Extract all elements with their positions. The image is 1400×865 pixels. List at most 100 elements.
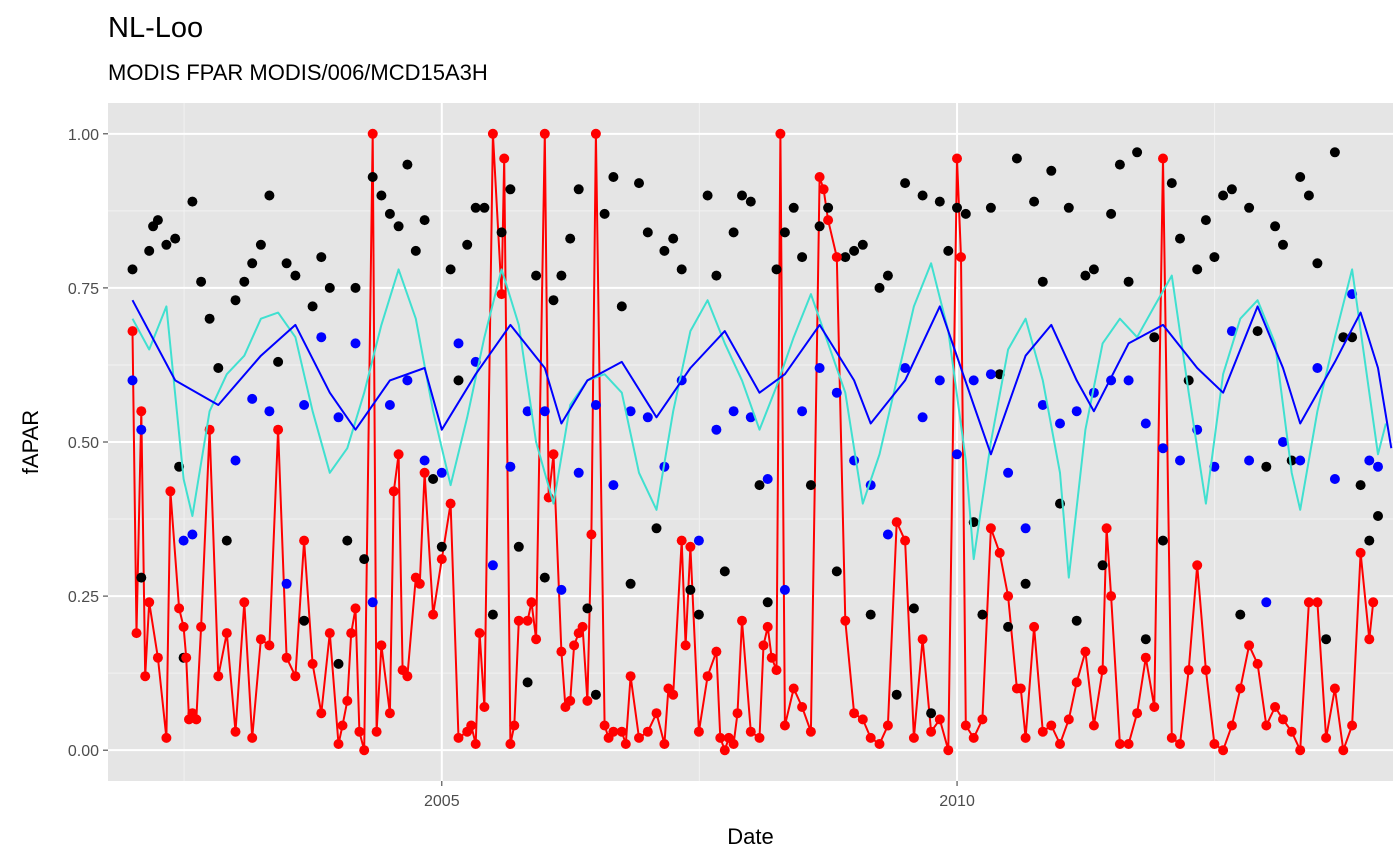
blue-point xyxy=(487,560,498,571)
red-point xyxy=(346,628,357,639)
black-point xyxy=(367,172,378,182)
black-point xyxy=(144,245,155,256)
blue-point xyxy=(1003,467,1014,478)
red-point xyxy=(487,128,498,139)
black-point xyxy=(1037,276,1048,287)
red-point xyxy=(221,628,232,639)
black-point xyxy=(599,208,610,219)
red-point xyxy=(1114,739,1125,749)
blue-point xyxy=(436,467,447,478)
black-point xyxy=(273,356,284,367)
black-point xyxy=(590,689,601,700)
blue-point xyxy=(1261,597,1272,608)
black-point xyxy=(531,270,542,281)
red-point xyxy=(985,523,996,534)
red-point xyxy=(1368,597,1379,608)
red-point xyxy=(771,665,782,676)
red-point xyxy=(1175,739,1185,749)
x-tick-label: 2005 xyxy=(424,793,460,810)
red-point xyxy=(350,603,361,614)
red-point xyxy=(131,628,142,639)
red-point xyxy=(569,640,580,651)
red-point xyxy=(499,153,510,164)
y-axis-title: fAPAR xyxy=(18,410,43,474)
red-point xyxy=(1261,720,1272,731)
blue-point xyxy=(1278,437,1288,447)
red-point xyxy=(719,745,730,756)
blue-point xyxy=(625,406,636,417)
red-point xyxy=(337,720,348,731)
black-point xyxy=(934,196,945,207)
red-point xyxy=(419,467,430,478)
black-point xyxy=(1261,461,1272,472)
red-point xyxy=(926,726,937,737)
red-point xyxy=(1295,745,1306,756)
red-point xyxy=(702,671,713,682)
black-point xyxy=(573,184,584,195)
blue-point xyxy=(814,363,825,373)
blue-point xyxy=(1055,418,1065,429)
black-point xyxy=(393,221,404,232)
blue-point xyxy=(952,449,962,460)
red-point xyxy=(1286,726,1297,737)
black-point xyxy=(239,276,250,287)
blue-point xyxy=(934,375,945,386)
black-point xyxy=(1252,326,1263,337)
blue-point xyxy=(333,412,344,423)
red-point xyxy=(779,720,790,731)
red-point xyxy=(526,597,537,608)
red-point xyxy=(634,732,644,743)
black-point xyxy=(797,252,808,263)
red-point xyxy=(586,529,597,540)
red-point xyxy=(1101,523,1112,534)
red-point xyxy=(1149,702,1160,712)
black-point xyxy=(136,572,147,583)
y-tick-label: 0.50 xyxy=(68,435,99,452)
red-point xyxy=(943,745,954,756)
red-point xyxy=(758,640,769,651)
black-point xyxy=(814,221,825,232)
black-point xyxy=(616,301,627,312)
blue-point xyxy=(779,584,790,595)
black-point xyxy=(1140,634,1151,645)
black-point xyxy=(307,301,318,312)
black-point xyxy=(1011,153,1022,164)
blue-point xyxy=(642,412,653,423)
black-point xyxy=(693,609,704,620)
black-point xyxy=(642,227,653,238)
red-point xyxy=(376,640,387,651)
red-point xyxy=(384,708,395,719)
black-point xyxy=(1200,215,1211,226)
black-point xyxy=(1175,233,1185,244)
red-point xyxy=(1037,726,1048,737)
red-point xyxy=(1063,714,1074,725)
red-point xyxy=(1303,597,1314,608)
red-point xyxy=(960,720,971,731)
red-point xyxy=(659,739,670,749)
black-point xyxy=(702,190,713,201)
black-point xyxy=(908,603,919,614)
red-point xyxy=(1270,702,1281,712)
black-point xyxy=(676,264,687,275)
blue-point xyxy=(316,332,327,343)
black-point xyxy=(608,172,619,182)
red-point xyxy=(479,702,490,712)
red-point xyxy=(513,615,524,626)
red-point xyxy=(651,708,662,719)
black-point xyxy=(170,233,181,244)
blue-point xyxy=(693,535,704,546)
black-point xyxy=(127,264,138,275)
red-point xyxy=(1347,720,1358,731)
blue-point xyxy=(419,455,430,466)
blue-point xyxy=(136,424,147,435)
blue-point xyxy=(1364,455,1375,466)
black-point xyxy=(771,264,782,275)
black-point xyxy=(445,264,456,275)
blue-point xyxy=(247,393,258,404)
red-point xyxy=(599,720,610,731)
black-point xyxy=(582,603,593,614)
red-point xyxy=(676,535,687,546)
black-point xyxy=(900,178,911,189)
blue-point xyxy=(1226,326,1237,337)
black-point xyxy=(1270,221,1281,232)
